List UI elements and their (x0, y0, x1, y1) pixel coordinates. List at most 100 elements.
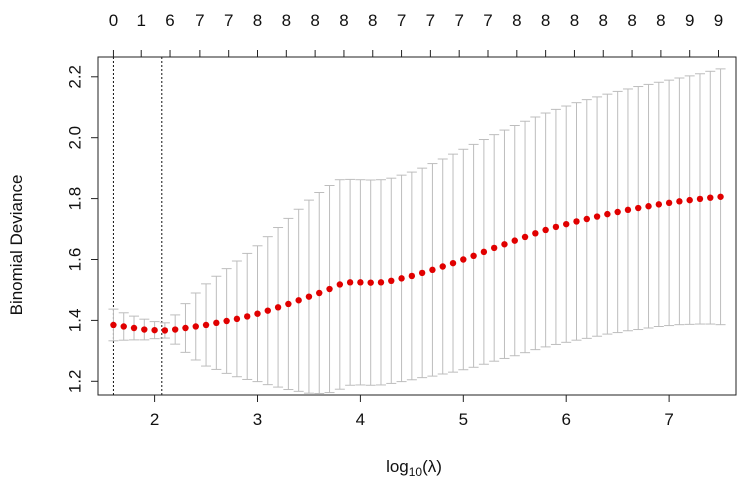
top-tick-label: 8 (339, 11, 348, 30)
axes-layer: 2 3 4 5 6 71.21.41.61.82.02.20 1 6 7 7 8 8 8 8 8 7 7 7 7 8 8… (65, 11, 723, 429)
y-tick-label: 2.2 (65, 65, 84, 89)
deviance-point-10 (202, 321, 210, 329)
deviance-point-4 (141, 326, 148, 333)
deviance-point-17 (274, 304, 282, 311)
x-tick-label: 3 (253, 410, 262, 429)
plot-frame-layer (97, 56, 737, 396)
deviance-point-18 (285, 300, 292, 308)
top-tick-label: 7 (195, 11, 204, 30)
top-tick-label: 8 (512, 11, 521, 30)
deviance-point-54 (655, 201, 663, 208)
x-tick-label: 7 (664, 410, 673, 429)
deviance-point-5 (151, 326, 158, 334)
y-tick-label: 1.6 (65, 248, 84, 272)
top-tick-label: 8 (627, 11, 636, 30)
deviance-point-39 (501, 241, 508, 248)
top-tick-label: 8 (282, 11, 291, 30)
x-tick-label: 6 (561, 410, 570, 429)
x-axis-title-subscript: 10 (409, 465, 423, 479)
deviance-point-1 (110, 321, 117, 329)
deviance-point-55 (665, 199, 673, 207)
deviance-point-14 (244, 313, 251, 320)
deviance-point-51 (624, 206, 632, 214)
deviance-point-44 (552, 223, 560, 231)
deviance-point-60 (717, 193, 724, 200)
deviance-point-8 (182, 324, 189, 332)
deviance-point-22 (326, 285, 333, 293)
x-axis-title-suffix: (λ) (422, 457, 442, 476)
deviance-point-11 (213, 319, 220, 327)
deviance-point-27 (377, 279, 385, 286)
top-tick-label: 7 (483, 11, 492, 30)
deviance-point-46 (573, 218, 580, 225)
deviance-point-41 (521, 233, 529, 241)
x-axis-title: log10(λ) (386, 457, 442, 479)
deviance-point-47 (583, 215, 590, 223)
deviance-point-38 (490, 244, 498, 252)
deviance-point-32 (429, 266, 436, 274)
top-tick-label: 9 (714, 11, 723, 30)
top-tick-label: 7 (397, 11, 406, 30)
deviance-point-30 (408, 272, 416, 280)
deviance-point-12 (223, 317, 230, 325)
top-tick-label: 1 (136, 11, 145, 30)
deviance-point-21 (316, 289, 323, 297)
deviance-point-6 (161, 327, 169, 334)
deviance-point-43 (542, 226, 549, 234)
deviance-point-57 (686, 196, 693, 204)
deviance-point-9 (192, 323, 199, 330)
reference-lines-layer (112, 57, 163, 395)
deviance-point-50 (614, 208, 621, 216)
x-tick-label: 4 (356, 410, 365, 429)
deviance-point-45 (563, 220, 570, 228)
x-tick-label: 2 (150, 410, 159, 429)
deviance-point-3 (130, 324, 138, 332)
top-tick-label: 8 (253, 11, 262, 30)
top-tick-label: 7 (426, 11, 435, 30)
deviance-point-59 (707, 194, 714, 201)
top-tick-label: 8 (310, 11, 319, 30)
top-tick-label: 7 (224, 11, 233, 30)
y-tick-label: 2.0 (65, 126, 84, 150)
deviance-point-7 (171, 326, 179, 333)
deviance-point-29 (398, 275, 405, 282)
x-axis-title-prefix: log (386, 457, 409, 476)
y-tick-label: 1.2 (65, 369, 84, 393)
deviance-point-37 (480, 248, 488, 256)
points-layer (110, 193, 724, 334)
top-tick-label: 7 (454, 11, 463, 30)
deviance-point-25 (357, 279, 364, 286)
deviance-point-42 (532, 230, 539, 237)
deviance-point-48 (593, 213, 601, 220)
deviance-point-16 (264, 307, 271, 314)
deviance-point-49 (604, 210, 611, 218)
plot-frame (97, 56, 737, 396)
top-tick-label: 8 (368, 11, 377, 30)
deviance-point-26 (367, 279, 374, 286)
top-tick-label: 8 (541, 11, 550, 30)
deviance-point-2 (120, 323, 127, 330)
deviance-point-20 (305, 293, 313, 300)
deviance-point-52 (635, 204, 642, 212)
y-tick-label: 1.4 (65, 309, 84, 333)
deviance-point-34 (449, 259, 457, 267)
error-bars-layer (108, 68, 726, 394)
deviance-point-40 (511, 237, 518, 244)
deviance-point-31 (418, 269, 426, 277)
deviance-point-23 (336, 281, 344, 288)
deviance-point-13 (233, 315, 241, 323)
top-tick-label: 0 (109, 11, 118, 30)
deviance-point-53 (645, 203, 652, 210)
deviance-point-58 (696, 195, 704, 203)
deviance-point-15 (254, 310, 261, 317)
deviance-point-28 (388, 277, 395, 285)
top-tick-label: 8 (570, 11, 579, 30)
deviance-point-56 (676, 198, 683, 205)
top-tick-label: 9 (685, 11, 694, 30)
y-tick-label: 1.8 (65, 187, 84, 211)
y-axis-title: Binomial Deviance (7, 175, 26, 316)
top-tick-label: 8 (599, 11, 608, 30)
x-tick-label: 5 (459, 410, 468, 429)
